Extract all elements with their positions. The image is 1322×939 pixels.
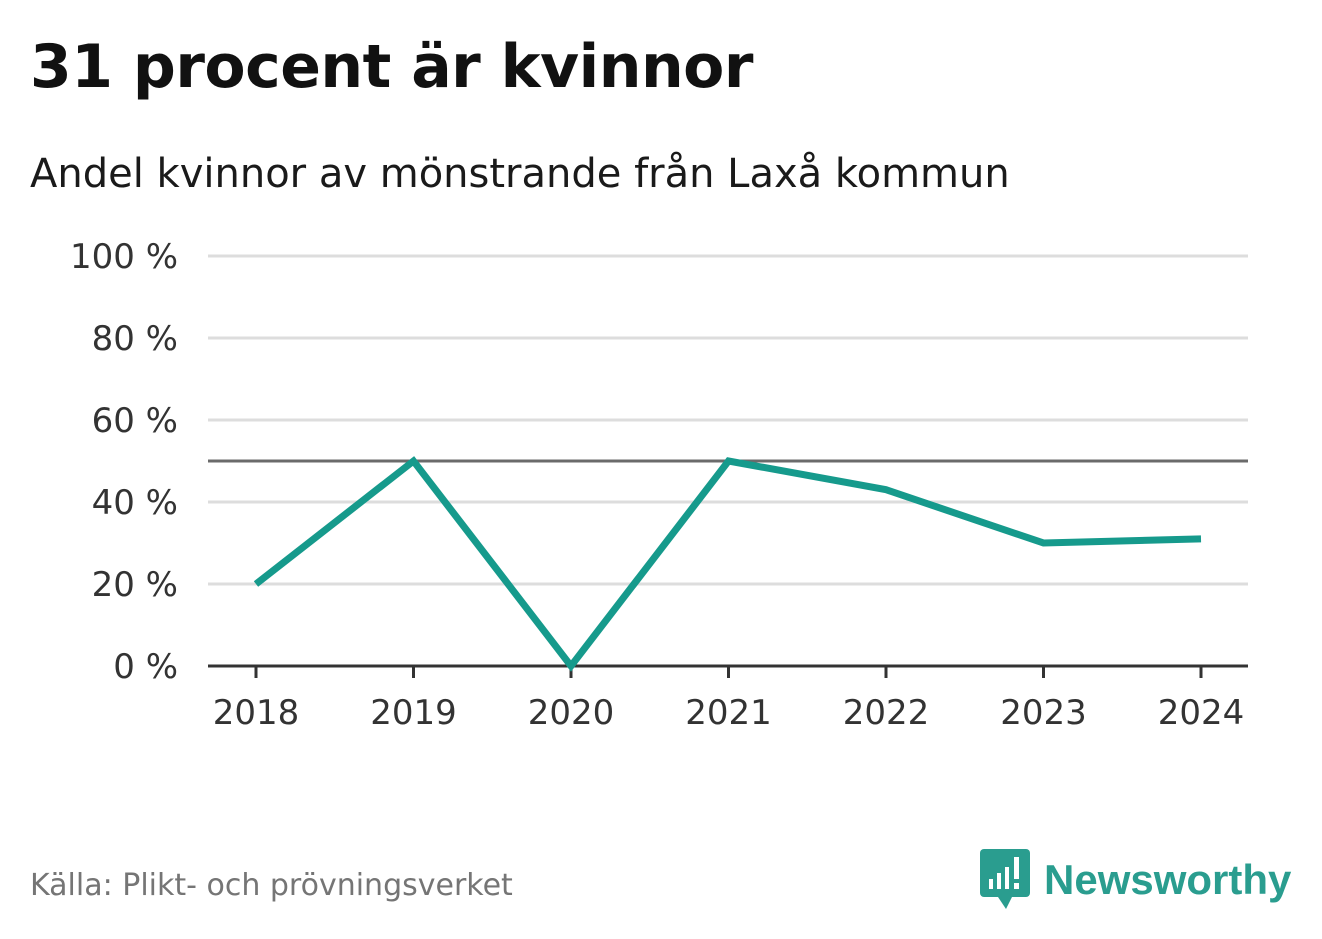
series-line — [253, 456, 1202, 672]
x-tick-label: 2020 — [528, 693, 615, 733]
x-tick-label: 2023 — [1000, 693, 1087, 733]
newsworthy-logo-text: Newsworthy — [1044, 856, 1292, 903]
y-tick-label: 100 % — [70, 237, 178, 277]
x-tick-label: 2021 — [685, 693, 772, 733]
x-tick-label: 2022 — [843, 693, 930, 733]
x-tick-label: 2018 — [213, 693, 300, 733]
y-tick-label: 20 % — [92, 565, 178, 605]
y-tick-label: 40 % — [92, 483, 178, 523]
source-note: Källa: Plikt- och prövningsverket — [30, 868, 513, 903]
newsworthy-logo[interactable]: Newsworthy — [980, 848, 1291, 912]
x-axis-ticks: 2018 2019 2020 2021 2022 2023 2024 — [213, 666, 1245, 733]
y-axis-tick-labels: 0 % 20 % 40 % 60 % 80 % 100 % — [70, 237, 178, 687]
chart-subtitle: Andel kvinnor av mönstrande från Laxå ko… — [30, 151, 1010, 197]
y-tick-label: 60 % — [92, 401, 178, 441]
newsworthy-logo-icon — [980, 849, 1030, 909]
x-tick-label: 2024 — [1158, 693, 1245, 733]
y-tick-label: 0 % — [113, 647, 178, 687]
chart-title: 31 procent är kvinnor — [30, 32, 753, 102]
x-tick-label: 2019 — [370, 693, 457, 733]
y-tick-label: 80 % — [92, 319, 178, 359]
gridlines — [208, 254, 1248, 586]
